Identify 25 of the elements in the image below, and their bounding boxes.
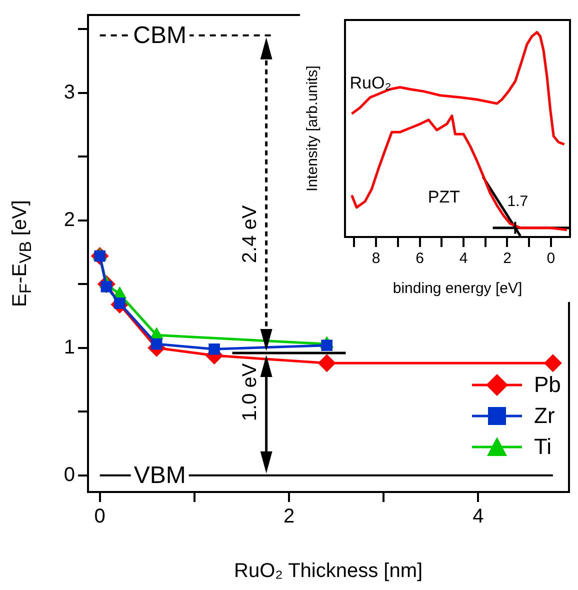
x-tick-label: 0 <box>546 250 556 268</box>
x-axis-title: RuO₂ Thickness [nm] <box>234 560 423 583</box>
y-tick-label: 1 <box>64 336 75 358</box>
y-tick-label: 2 <box>64 208 75 231</box>
legend-label: Zr <box>534 402 555 428</box>
y-tick-label: 0 <box>64 464 75 486</box>
annotation: 1.7 <box>507 192 528 210</box>
legend-label: Pb <box>534 372 561 398</box>
x-tick-label: 0 <box>94 506 106 528</box>
annotation: 2.4 eV <box>238 204 261 264</box>
ref-line-label: CBM <box>133 22 186 50</box>
legend-label: Ti <box>534 434 552 460</box>
x-axis-title: binding energy [eV] <box>392 280 522 298</box>
ref-line-label: VBM <box>134 462 186 490</box>
annotation: 1.0 eV <box>238 362 261 422</box>
y-axis-title: Intensity [arb.units] <box>304 66 322 192</box>
x-tick-label: 2 <box>503 250 512 268</box>
x-tick-label: 4 <box>459 250 468 268</box>
x-tick-label: 2 <box>283 506 295 528</box>
x-tick-label: 8 <box>372 250 380 268</box>
series-label: PZT <box>428 187 460 206</box>
x-tick-label: 4 <box>472 506 484 528</box>
y-tick-label: 3 <box>64 81 75 104</box>
series-label: RuO₂ <box>350 73 392 92</box>
x-tick-label: 6 <box>416 250 424 268</box>
